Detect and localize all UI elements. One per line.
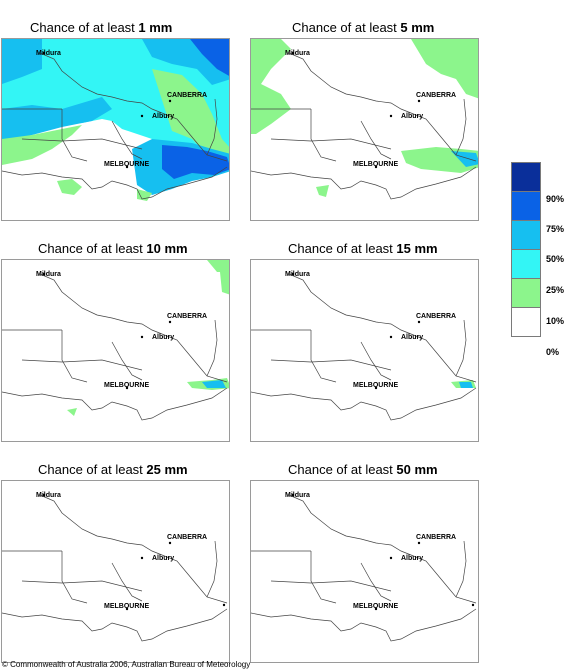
legend-swatch-25 [511,249,541,279]
city-label-mildura: Mildura [285,271,310,278]
city-label-melbourne: MELBOURNE [353,382,398,389]
city-label-melbourne: MELBOURNE [104,382,149,389]
city-label-canberra: CANBERRA [167,92,207,99]
map-10mm: Mildura CANBERRA Albury MELBOURNE [2,260,229,421]
legend-label-75: 75% [546,224,565,234]
legend-swatch-10 [511,278,541,308]
legend-label-10: 10% [546,316,565,326]
panel-title-50mm: Chance of at least 50 mm [288,462,438,477]
legend-swatch-0 [511,307,541,337]
map-panel-10mm: Mildura CANBERRA Albury MELBOURNE [1,259,230,442]
city-label-mildura: Mildura [36,492,61,499]
city-markers-15mm [291,272,421,390]
city-label-melbourne: MELBOURNE [353,161,398,168]
city-label-mildura: Mildura [285,50,310,57]
city-label-canberra: CANBERRA [167,534,207,541]
map-panel-50mm: Mildura CANBERRA Albury MELBOURNE [250,480,479,663]
legend-swatch-90 [511,162,541,192]
city-label-mildura: Mildura [36,50,61,57]
city-label-albury: Albury [152,555,174,562]
map-25mm: Mildura CANBERRA Albury MELBOURNE [2,492,228,642]
legend-label-0: 0% [546,347,560,357]
city-markers-10mm [42,272,172,390]
city-label-albury: Albury [152,334,174,341]
city-label-canberra: CANBERRA [416,92,456,99]
map-panel-15mm: Mildura CANBERRA Albury MELBOURNE [250,259,479,442]
city-label-albury: Albury [401,334,423,341]
panel-title-25mm: Chance of at least 25 mm [38,462,188,477]
city-label-mildura: Mildura [285,492,310,499]
legend-label-90: 90% [546,194,565,204]
city-label-melbourne: MELBOURNE [353,603,398,610]
rain-shading-10mm [67,260,229,416]
state-borders-25mm [2,494,228,642]
panel-title-15mm: Chance of at least 15 mm [288,241,438,256]
rain-shading-5mm [251,39,478,197]
legend-swatch-75 [511,191,541,221]
map-panel-5mm: Mildura CANBERRA Albury MELBOURNE [250,38,479,221]
legend-swatch-50 [511,220,541,250]
state-borders-10mm [2,273,228,421]
panel-title-5mm: Chance of at least 5 mm [292,20,435,35]
copyright-text: © Commonwealth of Australia 2006, Austra… [2,660,251,669]
city-label-canberra: CANBERRA [416,534,456,541]
panel-title-1mm: Chance of at least 1 mm [30,20,173,35]
city-markers-5mm [291,51,421,169]
map-1mm: Mildura CANBERRA Albury MELBOURNE [2,39,229,201]
map-5mm: Mildura CANBERRA Albury MELBOURNE [251,39,478,200]
map-15mm: Mildura CANBERRA Albury MELBOURNE [251,271,477,421]
rain-shading-1mm [2,39,229,201]
state-borders-15mm [251,273,477,421]
state-borders-1mm [2,52,228,200]
city-label-melbourne: MELBOURNE [104,161,149,168]
city-label-albury: Albury [401,113,423,120]
rain-shading-15mm [451,380,476,388]
city-label-mildura: Mildura [36,271,61,278]
state-borders-5mm [251,52,477,200]
panel-title-10mm: Chance of at least 10 mm [38,241,188,256]
city-label-canberra: CANBERRA [167,313,207,320]
legend-label-50: 50% [546,254,565,264]
state-borders-50mm [251,494,477,642]
probability-legend [511,162,541,337]
legend-label-25: 25% [546,285,565,295]
city-markers-25mm [42,493,226,611]
city-markers-50mm [291,493,475,611]
map-50mm: Mildura CANBERRA Albury MELBOURNE [251,492,477,642]
city-label-canberra: CANBERRA [416,313,456,320]
map-panel-1mm: Mildura CANBERRA Albury MELBOURNE [1,38,230,221]
city-markers-1mm [42,51,172,169]
city-label-albury: Albury [401,555,423,562]
city-label-melbourne: MELBOURNE [104,603,149,610]
city-label-albury: Albury [152,113,174,120]
map-panel-25mm: Mildura CANBERRA Albury MELBOURNE [1,480,230,663]
